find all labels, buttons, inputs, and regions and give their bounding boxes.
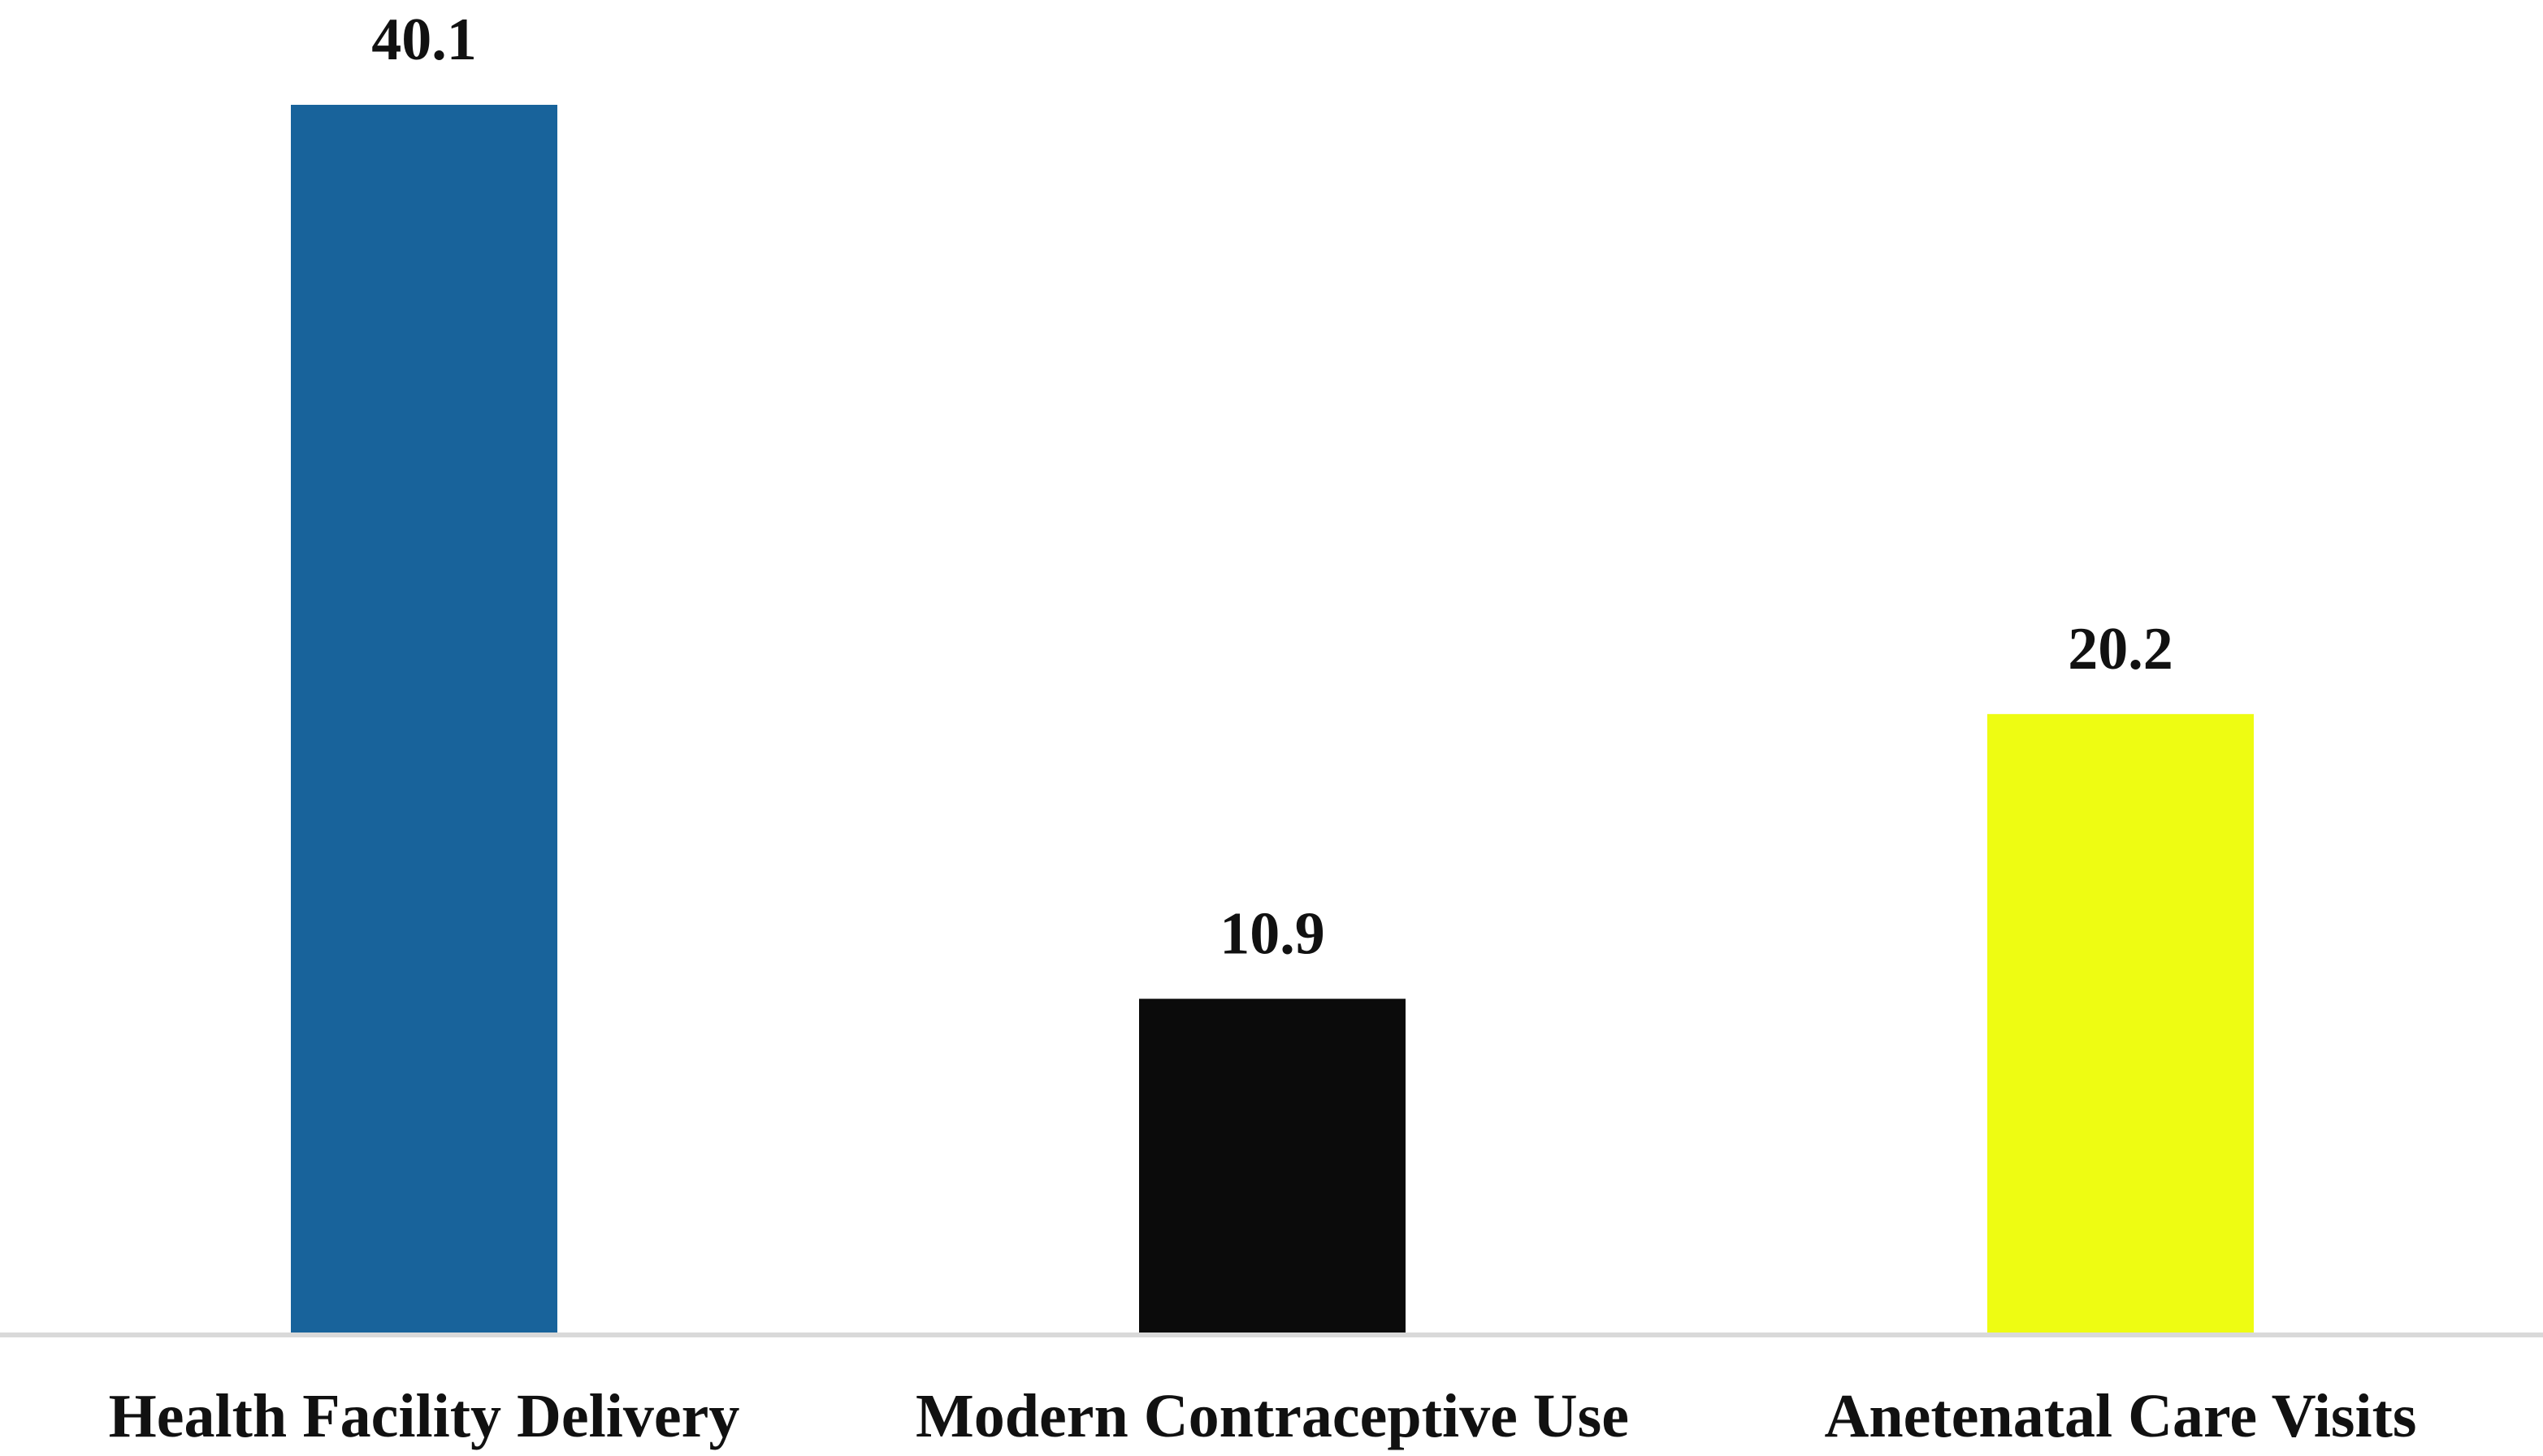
bar-series — [291, 105, 2254, 1332]
data-label-anetenatal-care-visits: 20.2 — [2068, 616, 2173, 682]
data-label-health-facility-delivery: 40.1 — [371, 6, 477, 73]
category-label-modern-contraceptive-use: Modern Contraceptive Use — [916, 1382, 1629, 1450]
bar-modern-contraceptive-use — [1139, 999, 1406, 1332]
category-label-anetenatal-care-visits: Anetenatal Care Visits — [1825, 1382, 2417, 1450]
data-label-modern-contraceptive-use: 10.9 — [1220, 900, 1325, 967]
x-axis-tick-labels: Health Facility Delivery Modern Contrace… — [109, 1382, 2417, 1450]
data-labels: 40.1 10.9 20.2 — [371, 6, 2173, 967]
bar-anetenatal-care-visits — [1987, 713, 2254, 1332]
category-label-health-facility-delivery: Health Facility Delivery — [109, 1382, 740, 1450]
bar-health-facility-delivery — [291, 105, 557, 1332]
